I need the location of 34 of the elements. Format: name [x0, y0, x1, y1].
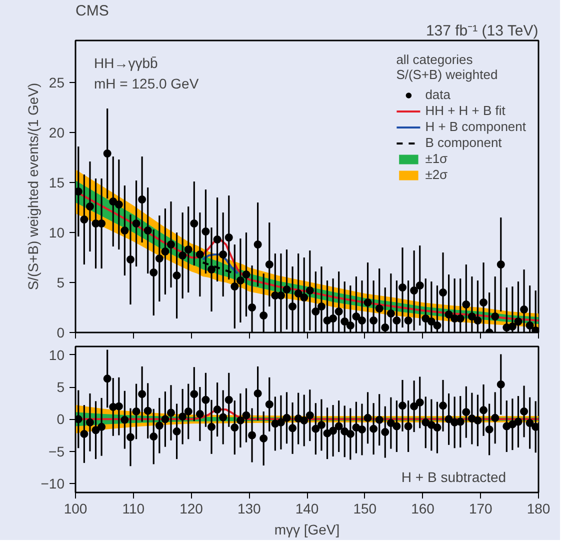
y-axis-title: S/(S+B) weighted events/(1 GeV)	[24, 82, 41, 290]
y-tick-label: 5	[56, 274, 65, 290]
y-tick-label: 25	[48, 74, 65, 90]
x-axis-title: mγγ [GeV]	[274, 522, 340, 538]
y-tick-label: 0	[56, 411, 65, 428]
legend-label: ±1σ	[425, 151, 448, 166]
annotation: HH→γγbb̄	[94, 55, 158, 72]
x-tick-label: 140	[295, 500, 319, 516]
x-tick-label: 180	[526, 500, 550, 516]
annotation: H + B subtracted	[401, 469, 506, 486]
y-tick-label: 0	[56, 324, 65, 340]
legend-title: all categories S/(S+B) weighted	[396, 52, 499, 82]
annotation: mH = 125.0 GeV	[94, 76, 200, 92]
y-tick-label: 10	[48, 346, 65, 363]
legend-label: ±2σ	[425, 167, 448, 182]
x-tick-label: 110	[122, 500, 145, 516]
x-tick-label: 100	[64, 500, 88, 516]
chart-subtitle: 137 fb⁻¹ (13 TeV)	[426, 22, 538, 40]
legend-label: HH + H + B fit	[425, 103, 506, 118]
x-tick-label: 120	[180, 500, 204, 516]
x-tick-label: 150	[353, 500, 377, 516]
y-tick-label: 15	[48, 174, 65, 190]
legend-label: data	[425, 87, 450, 102]
chart-title: CMS	[76, 2, 109, 20]
y-tick-label: 20	[48, 124, 65, 140]
legend-label: H + B component	[425, 119, 526, 134]
x-tick-label: 170	[468, 500, 493, 516]
y-tick-label: 10	[48, 224, 65, 240]
y-tick-label: −10	[40, 475, 65, 492]
x-tick-label: 130	[237, 500, 262, 516]
y-tick-label: −5	[48, 443, 65, 460]
legend-label: B component	[425, 135, 502, 150]
y-tick-label: 5	[56, 379, 65, 396]
x-tick-label: 160	[411, 500, 435, 516]
